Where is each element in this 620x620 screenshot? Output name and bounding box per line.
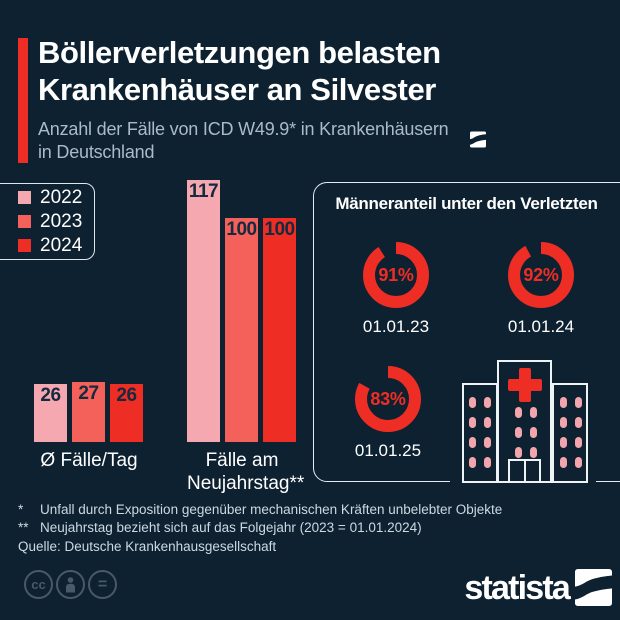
- donut-percent-label: 91%: [378, 265, 414, 285]
- bar: 100: [225, 218, 258, 442]
- title-line: Krankenhäuser an Silvester: [38, 72, 436, 107]
- cc-by-icon[interactable]: [56, 570, 85, 599]
- donut-chart: [508, 242, 574, 308]
- bar: 27: [72, 382, 105, 442]
- bar-group-label-line: Fälle am: [205, 450, 279, 471]
- hospital-windows: [560, 397, 582, 468]
- footnote-text: Neujahrstag bezieht sich auf das Folgeja…: [40, 519, 422, 535]
- bar: 26: [34, 384, 67, 442]
- source-text: Quelle: Deutsche Krankenhausgesellschaft: [18, 539, 277, 554]
- legend-label: 2023: [40, 211, 83, 232]
- subtitle-line: Anzahl der Fälle von ICD W49.9* in Krank…: [38, 119, 449, 139]
- cc-icon[interactable]: cc: [24, 570, 53, 599]
- donut-chart: [355, 366, 421, 432]
- bar-value-label: 26: [116, 385, 137, 406]
- hospital-cross-icon: [508, 379, 542, 391]
- panel-title: Männeranteil unter den Verletzten: [335, 194, 598, 213]
- legend-label: 2022: [40, 187, 83, 208]
- legend-swatch: [18, 239, 31, 252]
- footnote-marker: *: [18, 502, 24, 517]
- legend-item: 2022: [18, 188, 94, 207]
- title-line: Böllerverletzungen belasten: [38, 35, 441, 70]
- statista-logo-text: statista: [464, 568, 570, 607]
- footnote: ** Neujahrstag bezieht sich auf das Folg…: [18, 519, 502, 537]
- legend-label: 2024: [40, 235, 83, 256]
- bar: 117: [187, 180, 220, 442]
- legend-swatch: [18, 191, 31, 204]
- bar-group-newyear: 117 100 100: [187, 180, 296, 442]
- cc-icon-label: cc: [31, 577, 46, 592]
- hospital-tower: [497, 360, 552, 483]
- bar-value-label: 26: [40, 385, 61, 406]
- bar-group-label: Fälle am Neujahrstag**: [187, 449, 305, 495]
- hospital-windows: [515, 407, 537, 458]
- legend-swatch: [18, 215, 31, 228]
- donut-chart: [363, 242, 429, 308]
- legend-item: 2024: [18, 236, 94, 255]
- legend: 2022 2023 2024: [0, 183, 95, 260]
- subtitle-line: in Deutschland: [38, 142, 155, 162]
- donut-date-label: 01.01.24: [507, 317, 575, 336]
- bar-value-label: 100: [264, 219, 295, 240]
- legend-item: 2023: [18, 212, 94, 231]
- bar: 26: [110, 384, 143, 442]
- bar-group-avg: 26 27 26: [34, 180, 143, 442]
- footnote-marker: **: [18, 519, 29, 535]
- footnote-text: Unfall durch Exposition gegenüber mechan…: [40, 502, 503, 517]
- statista-logo[interactable]: statista: [464, 569, 612, 606]
- donut-percent-label: 92%: [523, 265, 559, 285]
- statista-mark-icon: [470, 131, 486, 148]
- cc-license: cc =: [24, 570, 117, 599]
- nd-icon-label: =: [97, 575, 108, 593]
- title-accent-bar: [18, 38, 28, 163]
- hospital-windows: [469, 397, 491, 468]
- bar: 100: [263, 218, 296, 442]
- hospital-door-divider: [523, 461, 526, 481]
- bar-value-label: 117: [188, 181, 219, 202]
- cc-nd-icon[interactable]: =: [88, 570, 117, 599]
- hospital-icon: [450, 352, 596, 490]
- bar-group-label: Ø Fälle/Tag: [40, 450, 138, 471]
- person-icon: [66, 576, 75, 592]
- hospital-right-wing: [552, 383, 588, 483]
- bar-group-label-line: Neujahrstag**: [187, 473, 305, 494]
- donut-date-label: 01.01.25: [354, 441, 422, 460]
- bar-value-label: 100: [226, 219, 257, 240]
- hospital-door: [508, 459, 541, 483]
- page-title: Böllerverletzungen belasten Krankenhäuse…: [38, 34, 441, 108]
- footnote: * Unfall durch Exposition gegenüber mech…: [18, 501, 502, 519]
- footnotes: * Unfall durch Exposition gegenüber mech…: [18, 501, 502, 536]
- donut-date-label: 01.01.23: [362, 317, 430, 336]
- donut-percent-label: 83%: [370, 389, 406, 409]
- hospital-left-wing: [462, 383, 498, 483]
- page-subtitle: Anzahl der Fälle von ICD W49.9* in Krank…: [38, 118, 449, 164]
- bar-value-label: 27: [78, 383, 99, 404]
- statista-logo-mark-icon: [575, 569, 612, 606]
